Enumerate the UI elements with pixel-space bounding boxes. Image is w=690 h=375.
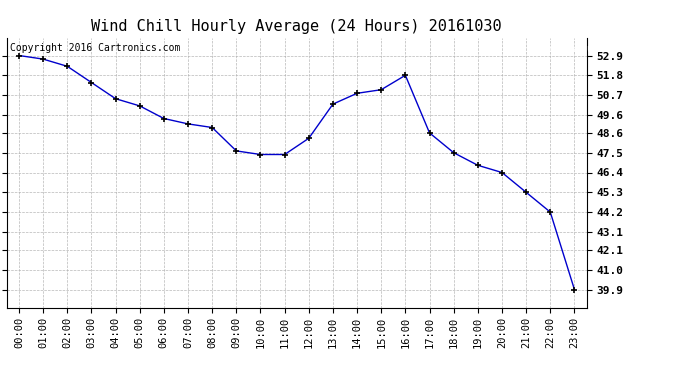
Text: Copyright 2016 Cartronics.com: Copyright 2016 Cartronics.com bbox=[10, 43, 180, 53]
Text: Temperature  (°F): Temperature (°F) bbox=[533, 44, 647, 54]
Text: Wind Chill Hourly Average (24 Hours) 20161030: Wind Chill Hourly Average (24 Hours) 201… bbox=[91, 19, 502, 34]
